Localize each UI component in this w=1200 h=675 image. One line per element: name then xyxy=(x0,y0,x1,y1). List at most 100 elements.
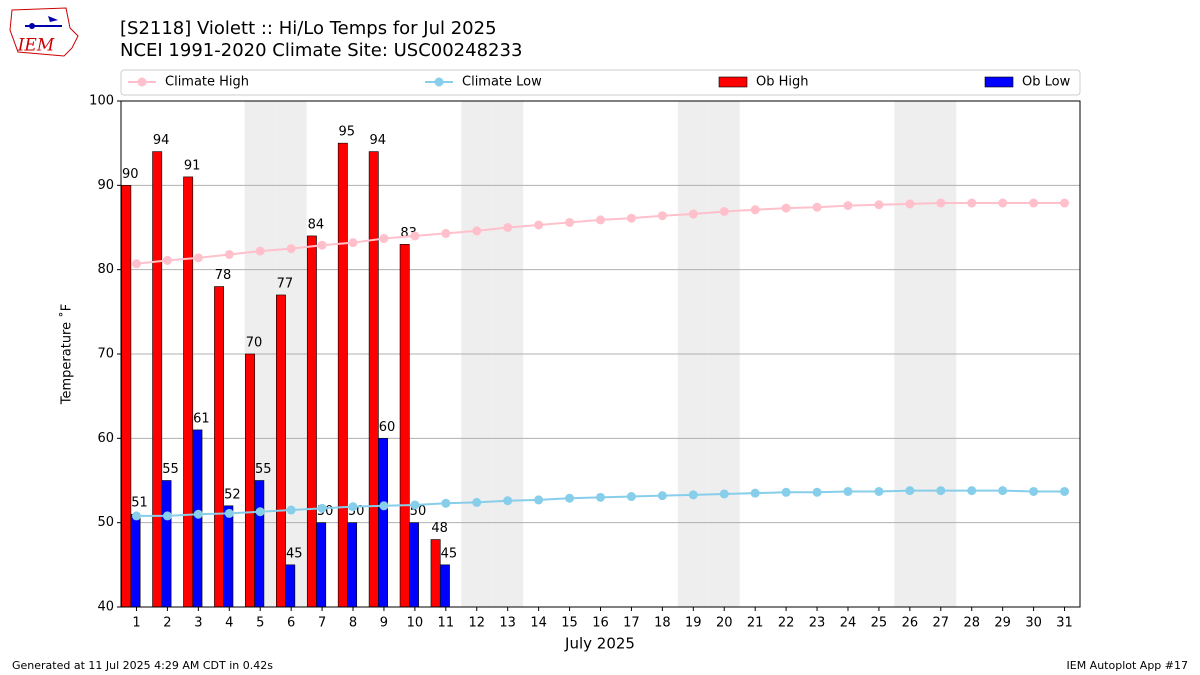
data-label: 94 xyxy=(153,133,170,148)
point xyxy=(472,497,482,507)
point xyxy=(967,198,977,208)
point xyxy=(626,213,636,223)
bar xyxy=(409,522,419,607)
x-tick-label: 28 xyxy=(963,616,980,631)
point xyxy=(255,507,265,517)
legend-swatch xyxy=(984,76,1014,88)
x-tick-label: 2 xyxy=(163,616,171,631)
point xyxy=(286,505,296,515)
point xyxy=(503,223,513,232)
x-tick-label: 22 xyxy=(778,616,795,631)
point xyxy=(1060,486,1070,496)
point xyxy=(410,500,420,510)
bar xyxy=(254,480,265,607)
point xyxy=(410,231,420,241)
point xyxy=(719,206,729,216)
point xyxy=(843,201,853,211)
bar xyxy=(245,353,255,607)
legend-label: Ob High xyxy=(756,75,809,90)
data-label: 91 xyxy=(184,158,201,173)
legend-label: Climate Low xyxy=(462,75,542,90)
legend-label: Climate High xyxy=(165,75,249,90)
point xyxy=(1029,486,1039,496)
data-label: 51 xyxy=(131,496,148,511)
data-label: 48 xyxy=(431,521,448,536)
x-tick-label: 11 xyxy=(438,616,455,631)
point xyxy=(131,511,141,521)
x-tick-label: 13 xyxy=(499,616,516,631)
plot-frame xyxy=(120,100,1081,608)
bar xyxy=(285,564,296,607)
x-tick-label: 26 xyxy=(902,616,919,631)
point xyxy=(750,488,760,498)
data-label: 45 xyxy=(286,546,303,561)
bar xyxy=(183,176,194,607)
bar xyxy=(214,286,225,607)
x-tick-label: 17 xyxy=(623,616,640,631)
point xyxy=(348,238,358,248)
x-tick-label: 6 xyxy=(287,616,295,631)
legend-marker xyxy=(137,77,147,87)
data-label: 95 xyxy=(339,125,356,140)
point xyxy=(719,489,729,499)
bar xyxy=(275,294,286,607)
data-label: 94 xyxy=(369,133,386,148)
bar xyxy=(306,235,317,607)
point xyxy=(596,492,605,502)
point xyxy=(565,217,575,227)
point xyxy=(998,486,1008,496)
y-tick-label: 50 xyxy=(97,515,114,530)
x-tick-label: 3 xyxy=(194,616,202,631)
point xyxy=(534,495,544,505)
point xyxy=(812,202,822,212)
y-tick-label: 40 xyxy=(97,600,114,615)
x-tick-label: 20 xyxy=(716,616,733,631)
data-label: 52 xyxy=(224,487,241,502)
logo: IEM xyxy=(9,7,79,57)
footer-right: IEM Autoplot App #17 xyxy=(1067,659,1189,672)
x-tick-label: 8 xyxy=(349,616,357,631)
point xyxy=(781,487,791,497)
x-tick-label: 27 xyxy=(933,616,950,631)
point xyxy=(534,220,544,230)
bar xyxy=(121,185,132,607)
chart-title: [S2118] Violett :: Hi/Lo Temps for Jul 2… xyxy=(120,18,497,39)
point xyxy=(317,503,327,513)
data-label: 45 xyxy=(441,546,458,561)
x-tick-label: 9 xyxy=(380,616,388,631)
bar xyxy=(152,151,163,607)
point xyxy=(224,508,234,518)
point xyxy=(657,211,667,221)
x-tick-label: 7 xyxy=(318,616,326,631)
legend-swatch xyxy=(718,76,748,88)
point xyxy=(1029,198,1039,208)
point xyxy=(874,200,884,210)
x-tick-label: 19 xyxy=(685,616,702,631)
point xyxy=(936,198,946,208)
bar xyxy=(130,513,141,607)
x-tick-label: 25 xyxy=(871,616,888,631)
y-tick-label: 60 xyxy=(97,431,114,446)
x-tick-label: 4 xyxy=(225,616,233,631)
point xyxy=(131,259,141,269)
point xyxy=(657,491,667,501)
point xyxy=(596,215,605,225)
point xyxy=(255,246,265,256)
footer-left: Generated at 11 Jul 2025 4:29 AM CDT in … xyxy=(12,659,273,672)
data-label: 55 xyxy=(255,462,272,477)
x-tick-label: 24 xyxy=(840,616,857,631)
x-tick-label: 23 xyxy=(809,616,826,631)
point xyxy=(193,509,203,519)
y-tick-label: 90 xyxy=(97,178,114,193)
data-label: 84 xyxy=(308,217,325,232)
point xyxy=(441,228,451,238)
point xyxy=(472,226,482,236)
bar xyxy=(223,505,234,607)
point xyxy=(750,205,760,215)
point xyxy=(688,490,698,500)
y-axis-label: Temperature ˚F xyxy=(59,304,75,405)
point xyxy=(379,501,389,511)
data-label: 77 xyxy=(277,276,294,291)
bar xyxy=(399,244,410,607)
point xyxy=(565,493,575,503)
